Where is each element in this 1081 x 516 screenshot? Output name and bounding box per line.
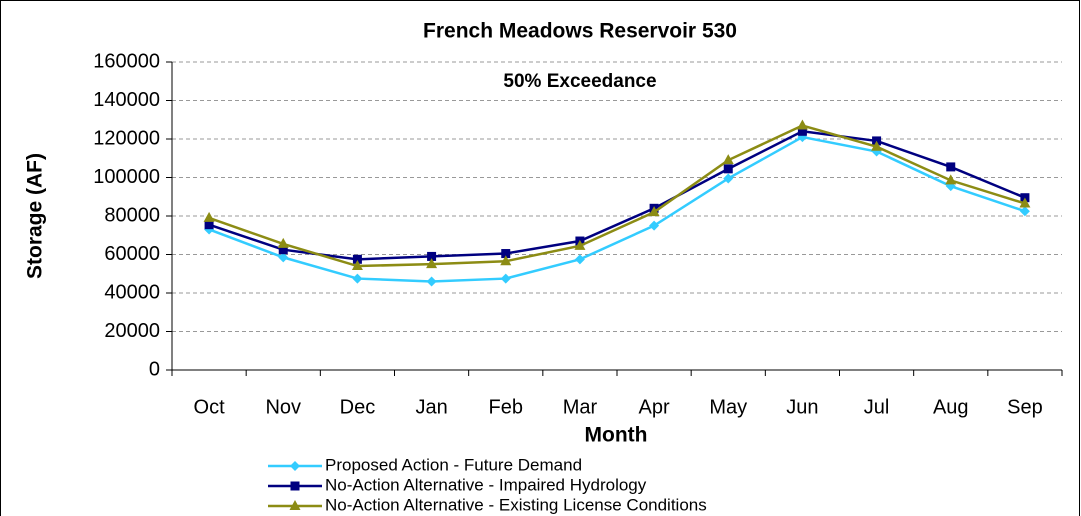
marker	[426, 276, 437, 287]
series-line	[208, 130, 1026, 261]
legend-marker	[290, 481, 300, 491]
x-tick-label: Jul	[864, 396, 890, 418]
x-tick-label: Aug	[933, 396, 969, 418]
y-tick-label: 80000	[104, 204, 160, 226]
x-axis-label: Month	[585, 424, 648, 447]
legend-label: No-Action Alternative - Impaired Hydrolo…	[325, 475, 647, 494]
marker	[574, 239, 586, 250]
marker	[945, 174, 957, 185]
y-tick-label: 140000	[93, 89, 160, 111]
annotation: 50% Exceedance	[503, 71, 656, 92]
marker	[278, 252, 289, 263]
marker	[1019, 206, 1030, 217]
legend-marker	[290, 461, 300, 471]
x-tick-label: Feb	[489, 396, 523, 418]
y-axis-label: Storage (AF)	[24, 153, 47, 279]
legend-label: No-Action Alternative - Existing License…	[325, 495, 707, 514]
marker	[278, 245, 288, 255]
marker	[723, 164, 733, 174]
marker	[648, 206, 660, 217]
marker	[500, 255, 512, 266]
y-tick-label: 160000	[93, 50, 160, 72]
y-tick-label: 40000	[104, 281, 160, 303]
marker	[427, 251, 437, 261]
marker	[204, 220, 214, 230]
marker	[500, 273, 511, 284]
marker	[351, 260, 363, 271]
marker	[1019, 197, 1031, 208]
marker	[277, 237, 289, 248]
series-line	[208, 135, 1026, 283]
legend-label: Proposed Action - Future Demand	[325, 455, 582, 474]
x-tick-label: Mar	[563, 396, 598, 418]
x-tick-label: Jun	[786, 396, 818, 418]
x-tick-label: Nov	[265, 396, 301, 418]
marker	[574, 254, 585, 265]
chart-title: French Meadows Reservoir 530	[423, 20, 737, 43]
marker	[501, 249, 511, 259]
marker	[871, 140, 883, 151]
marker	[946, 162, 956, 172]
marker	[722, 154, 734, 165]
marker	[352, 273, 363, 284]
x-tick-label: Sep	[1007, 396, 1043, 418]
y-tick-label: 0	[149, 358, 160, 380]
legend-marker	[289, 500, 301, 510]
y-tick-label: 100000	[93, 166, 160, 188]
y-tick-label: 20000	[104, 320, 160, 342]
series-line	[208, 124, 1026, 268]
marker	[797, 126, 807, 136]
marker	[203, 211, 215, 222]
marker	[796, 119, 808, 130]
marker	[723, 173, 734, 184]
x-tick-label: Oct	[194, 396, 226, 418]
y-tick-label: 60000	[104, 243, 160, 265]
x-tick-label: May	[709, 396, 747, 418]
x-tick-label: Jan	[415, 396, 447, 418]
marker	[649, 220, 660, 231]
x-tick-label: Apr	[639, 396, 670, 418]
marker	[426, 258, 438, 269]
y-tick-label: 120000	[93, 127, 160, 149]
marker	[352, 254, 362, 264]
x-tick-label: Dec	[340, 396, 376, 418]
